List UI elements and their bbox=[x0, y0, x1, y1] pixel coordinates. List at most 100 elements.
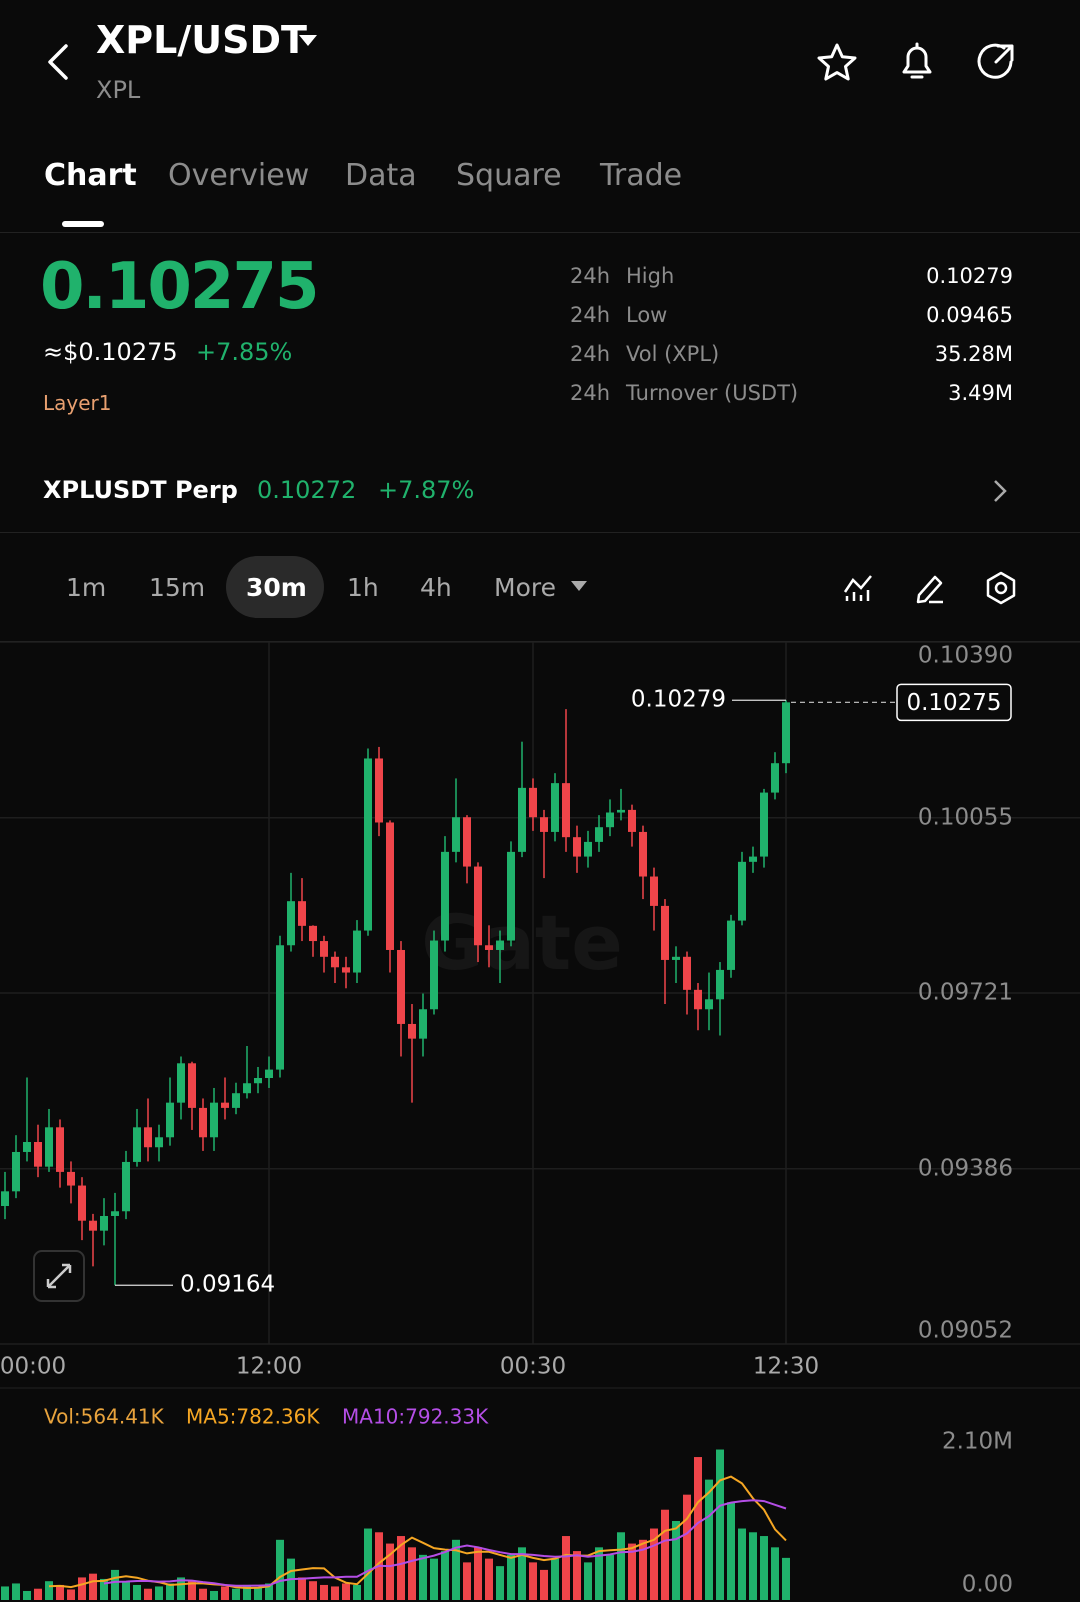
candle-body bbox=[298, 901, 306, 926]
tab[interactable]: Square bbox=[456, 158, 562, 193]
candle-body bbox=[397, 949, 405, 1024]
tab[interactable]: Chart bbox=[44, 158, 137, 193]
divider bbox=[0, 532, 1080, 533]
last-price: 0.10275 bbox=[40, 250, 319, 324]
price-change: +7.85% bbox=[196, 338, 293, 366]
candle-body bbox=[89, 1220, 97, 1231]
volume-bar bbox=[1, 1586, 9, 1600]
indicator-icon[interactable] bbox=[842, 572, 874, 604]
candle-body bbox=[265, 1069, 273, 1078]
volume-bar bbox=[474, 1547, 482, 1600]
volume-bar bbox=[628, 1543, 636, 1600]
perp-price: 0.10272 bbox=[257, 476, 357, 504]
candle-body bbox=[430, 940, 438, 1010]
candle-body bbox=[188, 1063, 196, 1108]
candle-body bbox=[540, 817, 548, 832]
candle-body bbox=[144, 1127, 152, 1148]
stat-value: 0.10279 bbox=[926, 264, 1013, 288]
candle-body bbox=[738, 861, 746, 921]
volume-bar bbox=[12, 1583, 20, 1600]
pair-dropdown[interactable] bbox=[298, 34, 318, 48]
moving-average-line bbox=[103, 1499, 787, 1587]
candle-body bbox=[727, 920, 735, 970]
watermark: Gate bbox=[421, 898, 623, 987]
pair-title[interactable]: XPL/USDT bbox=[96, 18, 307, 62]
candle-body bbox=[276, 945, 284, 1070]
candle-body bbox=[639, 831, 647, 877]
interval[interactable]: 15m bbox=[149, 573, 206, 602]
volume-bar bbox=[386, 1543, 394, 1600]
interval[interactable]: 1m bbox=[66, 573, 107, 602]
divider bbox=[0, 232, 1080, 233]
candle-body bbox=[694, 989, 702, 1010]
candle-body bbox=[683, 956, 691, 990]
alert-icon[interactable] bbox=[896, 40, 938, 84]
stat-label: High bbox=[626, 264, 675, 288]
volume-bar bbox=[606, 1554, 614, 1600]
usd-price: ≈$0.10275 bbox=[43, 338, 178, 366]
volume-bar bbox=[562, 1536, 570, 1600]
tab[interactable]: Trade bbox=[600, 158, 683, 193]
stat-period: 24h bbox=[570, 381, 611, 405]
volume-bar bbox=[210, 1590, 218, 1600]
volume-bar bbox=[177, 1577, 185, 1600]
stat-row: 24h Vol (XPL) 35.28M bbox=[570, 342, 1013, 372]
moving-average-line bbox=[48, 1475, 787, 1590]
candle-body bbox=[78, 1185, 86, 1221]
interval[interactable]: More bbox=[494, 573, 556, 602]
x-tick-label: 00:30 bbox=[500, 1354, 566, 1380]
sector-tag[interactable]: Layer1 bbox=[43, 391, 112, 415]
interval-selected-pill bbox=[226, 556, 324, 618]
volume-bar bbox=[683, 1494, 691, 1600]
x-tick-label: 12:30 bbox=[753, 1354, 819, 1380]
volume-bar bbox=[155, 1586, 163, 1600]
volume-bar bbox=[639, 1539, 647, 1600]
interval[interactable]: 1h bbox=[347, 573, 379, 602]
volume-bar bbox=[672, 1521, 680, 1600]
perp-chevron[interactable] bbox=[990, 478, 1010, 504]
share-icon[interactable] bbox=[974, 40, 1018, 84]
candle-body bbox=[386, 822, 394, 950]
candle-body bbox=[716, 969, 724, 1000]
volume-bar bbox=[364, 1528, 372, 1600]
candle-body bbox=[243, 1083, 251, 1094]
candle-body bbox=[1, 1191, 9, 1207]
volume-bar bbox=[595, 1547, 603, 1600]
volume-bar bbox=[342, 1583, 350, 1600]
volume-bar bbox=[221, 1586, 229, 1600]
y-tick-label: 0.10390 bbox=[918, 643, 1013, 669]
candle-body bbox=[529, 787, 537, 818]
perp-name[interactable]: XPLUSDT Perp bbox=[43, 476, 238, 504]
candle-body bbox=[782, 702, 790, 764]
candle-body bbox=[309, 925, 317, 942]
fullscreen-icon bbox=[46, 1263, 72, 1289]
volume-bar bbox=[617, 1532, 625, 1600]
stat-row: 24h Turnover (USDT) 3.49M bbox=[570, 381, 1013, 411]
back-button[interactable] bbox=[40, 42, 74, 82]
candle-body bbox=[56, 1127, 64, 1172]
volume-bar bbox=[661, 1509, 669, 1600]
candle-body bbox=[23, 1142, 31, 1152]
volume-bar bbox=[518, 1547, 526, 1600]
tab[interactable]: Data bbox=[345, 158, 417, 193]
candle-body bbox=[518, 787, 526, 852]
candle-body bbox=[331, 956, 339, 968]
x-tick-label: 12:00 bbox=[236, 1354, 302, 1380]
settings-icon[interactable] bbox=[984, 570, 1018, 606]
volume-bar bbox=[551, 1558, 559, 1600]
candle-body bbox=[45, 1127, 53, 1167]
interval[interactable]: 4h bbox=[420, 573, 452, 602]
favorite-icon[interactable] bbox=[816, 42, 858, 84]
tab[interactable]: Overview bbox=[168, 158, 310, 193]
candle-body bbox=[221, 1102, 229, 1108]
interval[interactable]: 30m bbox=[246, 573, 307, 602]
candle-body bbox=[364, 758, 372, 931]
more-dropdown[interactable] bbox=[570, 580, 588, 594]
volume-bar bbox=[529, 1562, 537, 1600]
candle-body bbox=[452, 817, 460, 852]
candle-body bbox=[551, 783, 559, 832]
volume-bar bbox=[782, 1557, 790, 1600]
volume-bar bbox=[111, 1569, 119, 1600]
volume-bar bbox=[122, 1581, 130, 1600]
draw-icon[interactable] bbox=[913, 571, 945, 605]
